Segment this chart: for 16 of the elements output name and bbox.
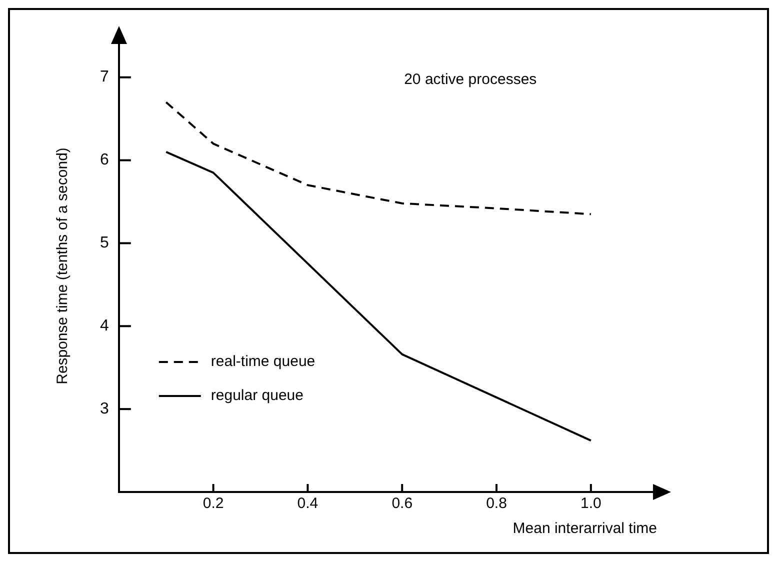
y-tick-label: 4 [100,318,109,335]
x-tick-label: 0.6 [392,495,413,512]
y-tick-label: 5 [100,234,109,252]
x-tick-label: 0.8 [486,495,507,512]
x-tick-label: 1.0 [580,495,602,512]
y-tick-label: 3 [100,400,109,418]
x-tick-label: 0.2 [202,495,224,512]
x-axis-title: Mean interarrival time [512,520,657,538]
x-tick-label: 0.4 [297,495,318,512]
line-series [165,101,592,216]
annotation: 20 active processes [404,71,537,88]
legend-label: real-time queue [210,353,316,370]
y-tick-label: 7 [100,68,109,86]
legend-label: regular queue [210,387,304,404]
y-tick-label: 6 [100,152,109,169]
y-axis-title: Response time (tenths of a second) [54,148,72,384]
